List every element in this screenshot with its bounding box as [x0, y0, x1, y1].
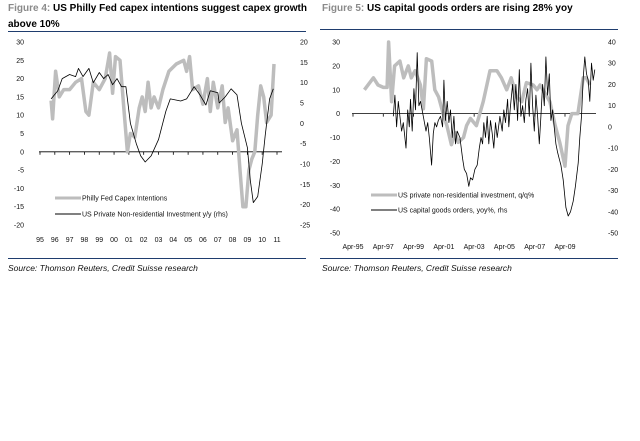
y-right-tick-label: -40: [608, 209, 618, 216]
x-tick-label: 98: [81, 237, 89, 244]
figure-5-bottom-rule: [320, 258, 618, 259]
series-line-gray: [363, 40, 592, 168]
y-left-tick-label: -5: [18, 168, 24, 175]
x-tick-label: 03: [155, 237, 163, 244]
x-tick-label: 08: [229, 237, 237, 244]
y-left-tick-label: 10: [332, 87, 340, 94]
y-right-tick-label: 15: [300, 60, 308, 67]
x-tick-label: 06: [199, 237, 207, 244]
y-right-tick-label: -10: [300, 162, 310, 169]
figure-5-title: Figure 5: US capital goods orders are ri…: [322, 1, 632, 17]
x-tick-label: Apr-09: [554, 244, 575, 251]
x-tick-label: 09: [243, 237, 251, 244]
figure-5-label: Figure 5:: [322, 3, 365, 14]
y-right-tick-label: 0: [608, 124, 612, 131]
y-left-tick-label: 25: [16, 58, 24, 65]
x-tick-label: 97: [66, 237, 74, 244]
y-left-tick-label: -40: [330, 207, 340, 214]
x-tick-label: Apr-95: [342, 244, 363, 251]
y-left-tick-label: -50: [330, 231, 340, 238]
figure-4-bottom-rule: [8, 258, 306, 259]
legend-label: US Private Non-residential Investment y/…: [82, 212, 228, 219]
figure-4-title: Figure 4: US Philly Fed capex intentions…: [8, 1, 308, 33]
x-tick-label: 95: [36, 237, 44, 244]
y-left-tick-label: -20: [14, 223, 24, 230]
series-line-black: [50, 68, 274, 203]
legend-label: Philly Fed Capex Intentions: [82, 196, 168, 203]
x-tick-label: Apr-07: [524, 244, 545, 251]
x-tick-label: 11: [273, 237, 280, 244]
x-tick-label: 10: [258, 237, 266, 244]
y-right-tick-label: -10: [608, 146, 618, 153]
y-left-tick-label: -10: [330, 135, 340, 142]
x-tick-label: 96: [51, 237, 59, 244]
series-line-gray: [49, 51, 276, 209]
figure-4-label: Figure 4:: [8, 3, 51, 14]
y-left-tick-label: 0: [336, 111, 340, 118]
x-tick-label: Apr-01: [433, 244, 454, 251]
y-left-tick-label: 20: [16, 76, 24, 83]
y-right-tick-label: -30: [608, 188, 618, 195]
y-right-tick-label: -5: [300, 141, 306, 148]
y-left-tick-label: 20: [332, 63, 340, 70]
legend-label: US capital goods orders, yoy%, rhs: [398, 208, 508, 215]
figure-5-title-text: US capital goods orders are rising 28% y…: [367, 3, 573, 14]
x-tick-label: 01: [125, 237, 133, 244]
y-right-tick-label: 0: [300, 121, 304, 128]
x-tick-label: Apr-03: [464, 244, 485, 251]
y-left-tick-label: 0: [20, 149, 24, 156]
figure-4-source: Source: Thomson Reuters, Credit Suisse r…: [8, 263, 198, 273]
y-left-tick-label: 30: [332, 40, 340, 47]
figure-4-title-text: US Philly Fed capex intentions suggest c…: [8, 3, 307, 30]
y-right-tick-label: -25: [300, 223, 310, 230]
x-tick-label: 02: [140, 237, 148, 244]
y-left-tick-label: -10: [14, 186, 24, 193]
y-right-tick-label: 10: [608, 103, 616, 110]
figure-5-top-rule: [320, 29, 618, 30]
figure-5-source: Source: Thomson Reuters, Credit Suisse r…: [322, 263, 512, 273]
x-tick-label: 04: [169, 237, 177, 244]
y-left-tick-label: 10: [16, 113, 24, 120]
legend-label: US private non-residential investment, q…: [398, 193, 534, 200]
x-tick-label: Apr-99: [403, 244, 424, 251]
y-right-tick-label: -20: [608, 167, 618, 174]
y-left-tick-label: 30: [16, 40, 24, 47]
y-right-tick-label: 5: [300, 101, 304, 108]
series-line-black: [392, 52, 596, 217]
y-right-tick-label: -15: [300, 182, 310, 189]
x-tick-label: 99: [95, 237, 103, 244]
y-left-tick-label: 15: [16, 94, 24, 101]
y-right-tick-label: 20: [300, 40, 308, 47]
figure-4-top-rule: [8, 31, 306, 32]
y-right-tick-label: -20: [300, 202, 310, 209]
y-right-tick-label: 20: [608, 82, 616, 89]
y-right-tick-label: 10: [300, 80, 308, 87]
y-left-tick-label: -15: [14, 204, 24, 211]
x-tick-label: Apr-05: [494, 244, 515, 251]
x-tick-label: 05: [184, 237, 192, 244]
y-right-tick-label: -50: [608, 231, 618, 238]
y-left-tick-label: 5: [20, 131, 24, 138]
y-left-tick-label: -30: [330, 183, 340, 190]
x-tick-label: 07: [214, 237, 222, 244]
y-left-tick-label: -20: [330, 159, 340, 166]
x-tick-label: Apr-97: [373, 244, 394, 251]
x-tick-label: 00: [110, 237, 118, 244]
y-right-tick-label: 40: [608, 40, 616, 47]
y-right-tick-label: 30: [608, 61, 616, 68]
